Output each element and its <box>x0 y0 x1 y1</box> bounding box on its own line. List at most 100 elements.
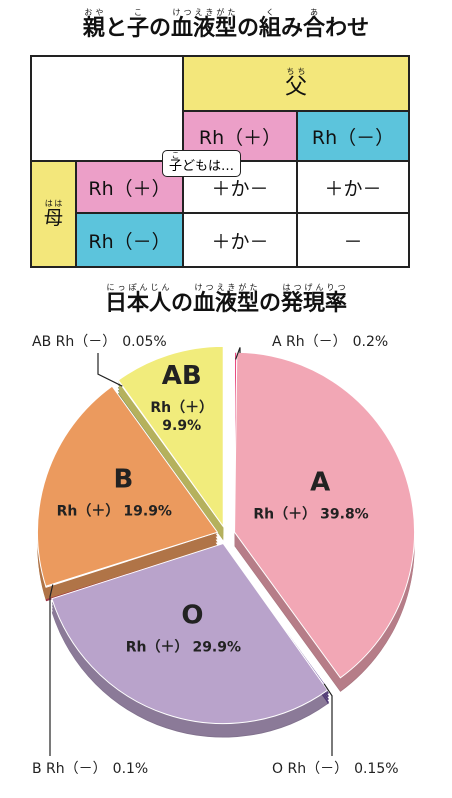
slice-side <box>234 362 237 543</box>
group-label: B <box>113 464 133 494</box>
slice-side <box>118 356 224 537</box>
father-header: 父ちち <box>182 55 410 112</box>
slice-side <box>118 347 224 528</box>
slice-side <box>234 366 237 547</box>
base-text: 日本人 <box>104 291 171 316</box>
text: と <box>104 16 127 41</box>
text: の <box>259 291 282 316</box>
ruby-text: 組く <box>259 8 281 41</box>
slice-side <box>51 550 328 731</box>
table-title: 親おやと子この血液型けつえきがたの組くみ合あわせ <box>0 8 452 42</box>
slice-side <box>118 360 224 541</box>
slice-side <box>223 550 330 698</box>
category-label: A Rh（－） <box>272 334 347 350</box>
text: わせ <box>325 16 370 41</box>
slice-side <box>234 366 415 692</box>
empty-cell <box>30 55 184 165</box>
slice-side <box>234 356 237 537</box>
text: の <box>170 291 193 316</box>
base-text: 父 <box>284 74 307 100</box>
leader-line <box>49 584 54 756</box>
slice-side <box>37 400 218 601</box>
base-text: 母 <box>43 206 63 229</box>
value-label: 19.9% <box>123 503 172 519</box>
furigana: あ <box>303 8 326 17</box>
slice-side <box>234 353 237 534</box>
callout: 子こどもは… <box>162 150 242 177</box>
outer-label: A Rh（－） 0.2% <box>272 334 388 350</box>
text: み <box>281 16 304 41</box>
ruby-text: 父ちち <box>285 67 307 101</box>
slice-side <box>223 547 330 695</box>
furigana: こ <box>169 151 182 160</box>
group-label: AB <box>162 361 202 391</box>
category-label: B Rh（－） <box>32 761 107 777</box>
slice-side <box>45 546 218 602</box>
slice-side <box>234 365 415 691</box>
slice-side <box>234 359 237 540</box>
ruby-text: 血液型けつえきがた <box>170 8 237 41</box>
slice <box>51 542 329 725</box>
slice-side <box>37 396 218 597</box>
value-label: 9.9% <box>162 418 201 434</box>
ruby-text: 発現率はつげんりつ <box>281 283 348 316</box>
outer-label: O Rh（－） 0.15% <box>272 761 399 777</box>
category-label: O Rh（－） <box>272 761 348 777</box>
slice <box>117 345 224 528</box>
slice-side <box>117 381 224 528</box>
slice <box>117 379 224 527</box>
slice-side <box>45 542 218 598</box>
ruby-text: 親おや <box>82 8 105 41</box>
table-cell: ＋か－ <box>182 212 298 268</box>
base-text: 血液型 <box>170 16 237 41</box>
slice-side <box>223 556 330 704</box>
ruby-text: 母はは <box>44 199 63 230</box>
slice-side <box>234 365 237 546</box>
mother-header: 母はは <box>30 160 77 268</box>
furigana: けつえきがた <box>170 8 237 17</box>
slice-side <box>223 557 330 705</box>
value-label: 0.1% <box>113 761 149 777</box>
outer-label: B Rh（－） 0.1% <box>32 761 148 777</box>
furigana: こ <box>126 8 149 17</box>
table-cell: － <box>296 212 410 268</box>
slice <box>45 531 218 588</box>
category-label: Rh（＋） <box>253 506 316 522</box>
slice-side <box>51 556 328 737</box>
text: どもは… <box>182 159 235 174</box>
outer-label: AB Rh（－） 0.05% <box>32 334 167 350</box>
slice-side <box>37 387 218 588</box>
ruby-text: 日本人にっぽんじん <box>104 283 171 316</box>
category-label: Rh（＋） <box>57 503 120 519</box>
value-label: 29.9% <box>192 640 241 656</box>
slice-side <box>234 359 415 685</box>
text: の <box>148 16 171 41</box>
slice-side <box>45 539 218 595</box>
slice-side <box>117 384 224 531</box>
chart-title: 日本人にっぽんじんの血液型けつえきがたの発現率はつげんりつ <box>0 283 452 317</box>
ruby-text: 子こ <box>126 8 149 41</box>
leader-line <box>235 347 241 360</box>
base-text: 親 <box>82 16 105 41</box>
slice-side <box>118 353 224 534</box>
category-label: Rh（＋） <box>150 400 213 416</box>
slice-side <box>234 356 415 682</box>
base-text: 子 <box>126 16 149 41</box>
furigana: はつげんりつ <box>281 283 348 292</box>
ruby-text: 合あ <box>303 8 325 41</box>
slice <box>234 351 415 679</box>
slice-side <box>117 393 224 540</box>
slice-side <box>117 387 224 534</box>
ruby-text: 子こ <box>169 151 182 174</box>
category-label: Rh（＋） <box>126 640 189 656</box>
value-label: 0.2% <box>353 334 389 350</box>
slice-side <box>117 390 224 537</box>
group-label: A <box>310 467 330 497</box>
leader-line <box>323 683 333 756</box>
slice-side <box>223 553 330 701</box>
slice-side <box>234 353 415 679</box>
furigana: はは <box>43 198 63 208</box>
category-label: AB Rh（－） <box>32 334 116 350</box>
base-text: 発現率 <box>281 291 348 316</box>
